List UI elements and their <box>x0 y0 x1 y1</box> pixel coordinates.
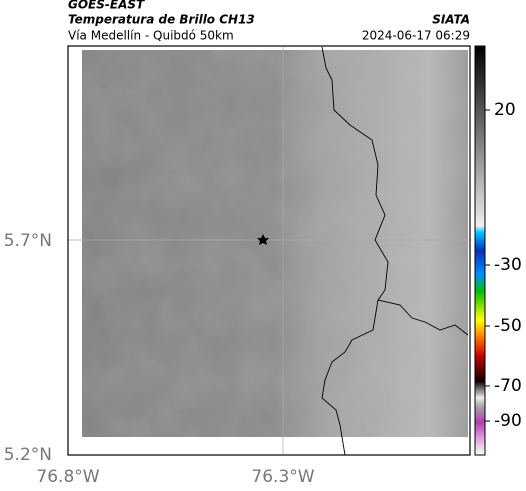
tick-label: -70 <box>494 376 522 396</box>
location-marker <box>257 234 269 245</box>
source: SIATA <box>432 13 470 27</box>
map <box>67 45 471 456</box>
colorbar <box>474 45 486 456</box>
frame <box>67 45 471 456</box>
satellite: GOES-EAST <box>68 0 145 12</box>
lat-label: 5.2°N <box>4 445 52 465</box>
lat-label: 5.7°N <box>4 231 52 251</box>
lon-label: 76.8°W <box>36 467 99 487</box>
tick-label: 20 <box>494 100 516 120</box>
tick-label: -50 <box>494 316 522 336</box>
tick-label: -30 <box>494 255 522 275</box>
tick-label: -90 <box>494 411 522 431</box>
border <box>321 299 379 456</box>
colorbar-ticks: 20 -30 -50 -70 -90 <box>485 100 522 431</box>
lon-label: 76.3°W <box>251 467 314 487</box>
route: Vía Medellín - Quibdó 50km <box>68 29 234 43</box>
border <box>321 46 469 336</box>
product: Temperatura de Brillo CH13 <box>68 13 255 27</box>
timestamp: 2024-06-17 06:29 <box>362 29 470 43</box>
image-texture <box>82 50 468 437</box>
